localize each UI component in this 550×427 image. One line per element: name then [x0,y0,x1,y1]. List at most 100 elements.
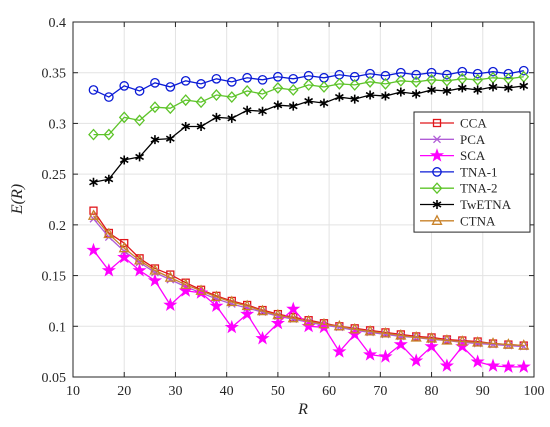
series-ctna-marker [472,336,484,347]
series-sca-marker [132,263,147,277]
series-tna-2-marker [164,102,176,115]
series-twetna-marker [350,94,360,104]
series-sca-marker [270,315,285,330]
series-twetna-marker [304,96,314,106]
series-tna-2-marker [272,81,284,94]
series-twetna-marker [503,83,513,93]
series-tna-1-marker [503,68,514,79]
y-axis-title: E(R) [9,184,26,215]
series-sca-marker [147,273,163,287]
series-ctna-marker [333,319,345,331]
legend-label: CTNA [460,213,496,228]
y-tick-label: 0.1 [49,320,67,335]
series-ctna-marker [349,322,361,334]
series-tna-2-marker [149,101,161,114]
series-sca-marker [163,297,178,311]
series-tna-2-line [93,76,524,136]
series-tna-2-marker [180,94,192,107]
series-ctna-marker [395,329,407,340]
series-tna-2-marker [118,111,130,124]
series-sca-marker [378,349,393,363]
series-tna-1-marker [257,74,268,85]
x-tick-label: 50 [271,384,285,399]
series-tna-2-marker [257,88,268,100]
series-sca-marker [194,285,209,299]
legend-label: PCA [460,132,486,147]
legend-item-sca: SCA [420,148,486,163]
series-sca-marker [424,339,439,353]
series-tna-1-marker [104,92,114,102]
series-tna-1-marker [119,81,130,91]
x-tick-label: 40 [220,384,234,399]
series-twetna-marker [119,155,129,165]
series-ctna-marker [241,299,253,311]
series-sca-marker [363,347,378,361]
series-tna-1-marker [518,65,529,76]
series-tna-2-marker [426,73,437,86]
series-twetna-marker [258,106,267,116]
x-tick-label: 80 [425,384,439,399]
series-ctna-marker [87,209,100,220]
series-ctna-marker [518,339,530,350]
series-tna-1-marker [196,79,206,89]
series-twetna-marker [273,100,283,110]
series-tna-1 [88,65,529,102]
series-ctna-marker [118,241,130,253]
series-tna-2-marker [134,114,145,127]
series-ctna-marker [210,290,223,302]
series-ctna-marker [226,295,238,307]
legend-marker [431,182,443,195]
series-sca-marker [393,337,408,351]
series-ctna-marker [149,264,161,275]
series-tna-2-marker [395,74,407,87]
series-tna-2-marker [349,78,361,91]
series-tna-2-marker [226,91,238,104]
series-twetna-marker [319,98,329,108]
series-ctna-marker [287,311,299,323]
series-ctna-marker [134,253,146,265]
legend-marker [432,167,442,177]
series-tna-1-marker [180,75,191,86]
series-sca-marker [240,306,255,321]
legend-label: TNA-1 [460,164,498,179]
x-axis-title: R [297,401,308,418]
series-twetna-marker [396,87,406,97]
series-tna-2-marker [211,89,222,102]
x-tick-label: 90 [476,384,490,399]
series-sca-marker [409,353,424,367]
x-tick-label: 10 [66,384,80,399]
y-tick-label: 0.35 [42,67,67,82]
series-tna-1-marker [211,73,222,84]
series-ctna-marker [164,271,176,282]
series-tna-2-marker [195,96,207,109]
series-tna-1-marker [442,69,452,80]
series-tna-1-marker [165,82,176,92]
series-twetna-marker [334,92,344,102]
series-twetna-marker [150,135,160,145]
series-tna-2-marker [410,75,422,88]
legend-item-ctna: CTNA [420,213,496,228]
series-cca-marker [120,238,129,248]
series-tna-2-marker [241,84,253,97]
series-tna-2-marker [287,83,299,96]
series-tna-2-marker [88,128,99,141]
series-twetna-marker [227,113,237,123]
series-ctna-marker [195,284,207,295]
series-twetna-marker [381,91,390,101]
x-tick-label: 20 [117,384,131,399]
series-ctna-marker [456,335,468,346]
series-tna-1-marker [488,66,498,77]
legend-item-tna-2: TNA-2 [420,181,498,196]
legend-marker [432,118,442,128]
y-tick-label: 0.25 [42,168,67,183]
series-tna-1-marker [349,71,360,82]
series-ctna-line [92,215,524,347]
series-twetna-marker [165,134,175,144]
series-twetna-marker [488,82,498,92]
series-tna-1-marker [365,68,375,79]
series-tna-1-marker [150,78,160,88]
series-tna-1-marker [273,71,283,82]
series-ctna-marker [425,332,438,343]
series-twetna-marker [89,177,98,187]
